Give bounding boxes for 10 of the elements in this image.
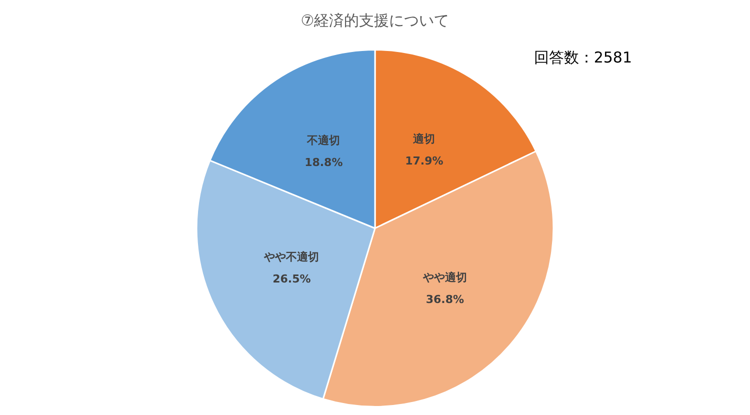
slice-label: 適切	[412, 132, 436, 146]
slice-label: 不適切	[306, 134, 340, 148]
data-label: 17.9%	[405, 154, 444, 168]
data-label: 36.8%	[426, 292, 464, 306]
slice-label: やや適切	[422, 270, 467, 284]
data-label: 26.5%	[272, 272, 311, 286]
text: 回答数：2581	[534, 48, 632, 66]
slice-label: やや不適切	[263, 250, 320, 264]
data-label: 18.8%	[304, 156, 343, 170]
chart-title: ⑦経済的支援について	[300, 12, 450, 30]
